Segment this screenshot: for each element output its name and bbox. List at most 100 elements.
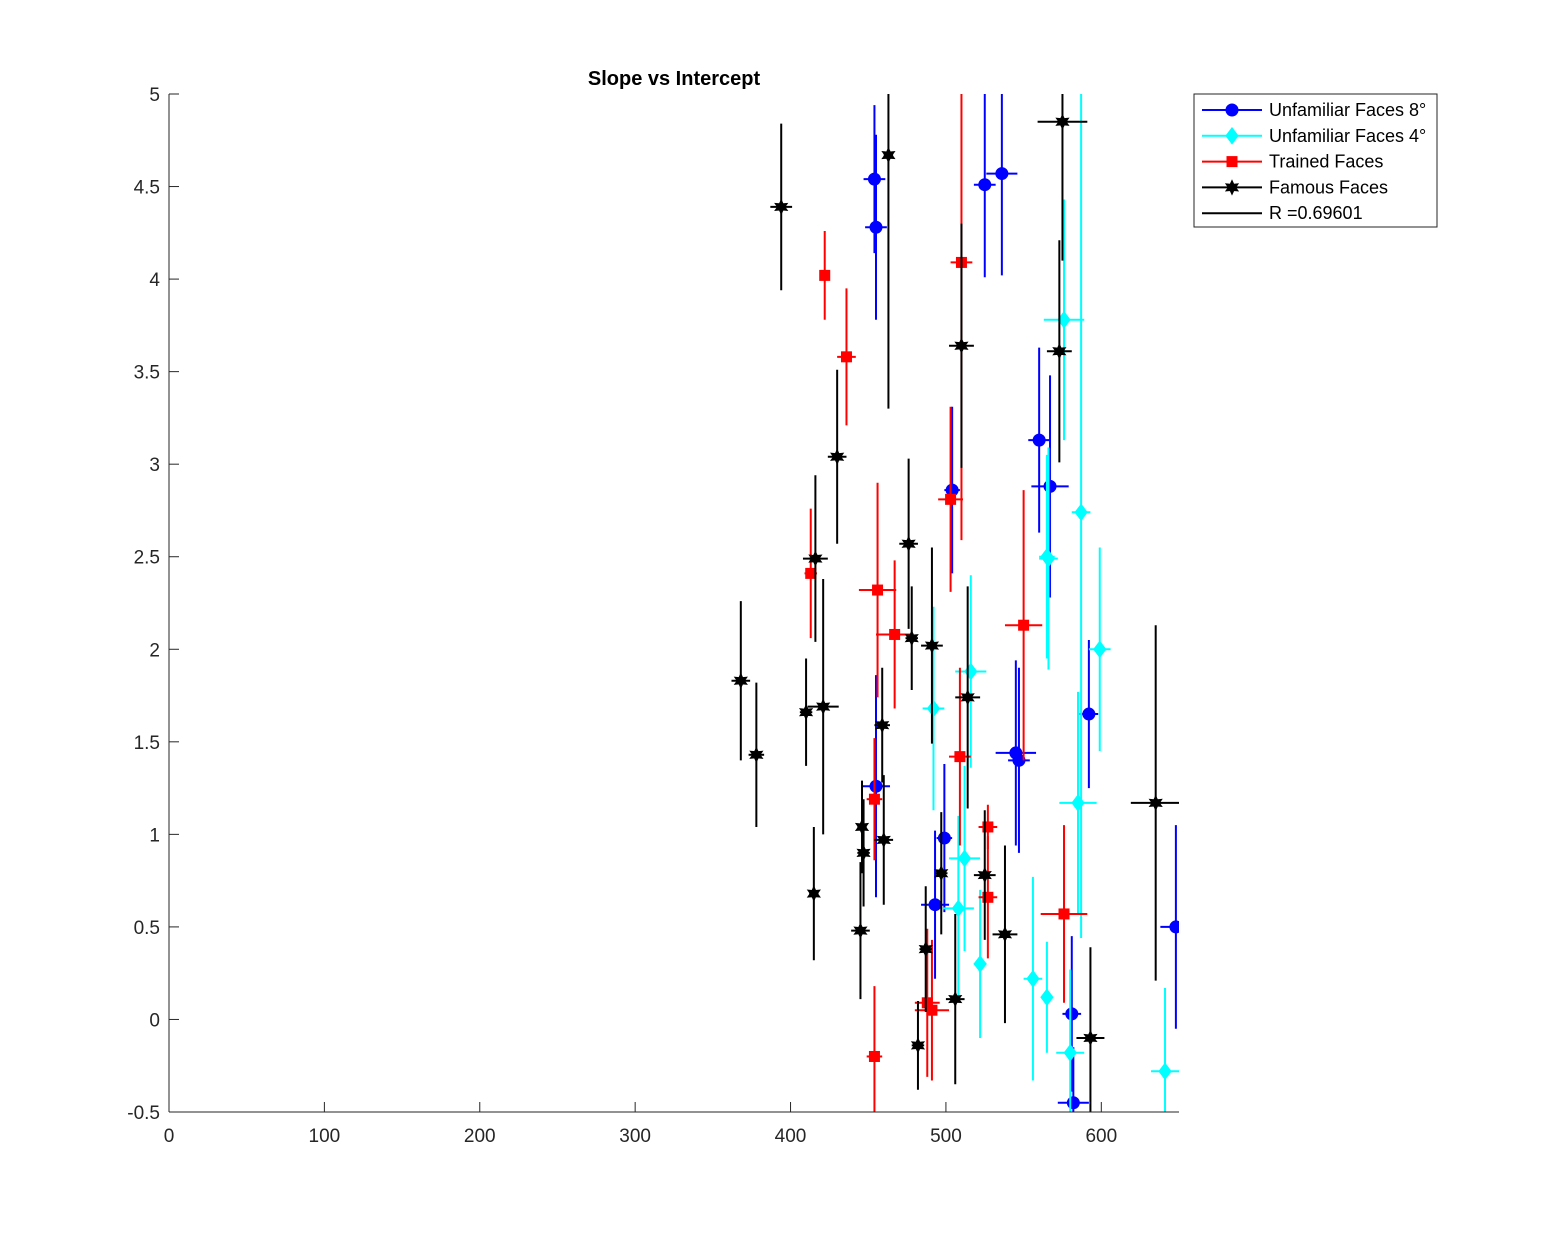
data-point — [1056, 969, 1085, 1112]
y-tick-label: 2.5 — [134, 548, 160, 569]
data-point — [807, 578, 839, 835]
data-point — [827, 369, 847, 544]
point-marker — [951, 899, 965, 918]
legend-marker — [1225, 126, 1239, 145]
data-point — [798, 658, 814, 766]
point-marker — [928, 898, 942, 912]
legend: Unfamiliar Faces 8° Unfamiliar Faces 4° Tr… — [1193, 93, 1438, 228]
legend-label: Unfamiliar Faces 8° — [1269, 100, 1426, 120]
point-marker — [1158, 1062, 1172, 1081]
data-point — [1059, 691, 1097, 914]
data-point — [1076, 947, 1105, 1112]
data-point — [1062, 936, 1082, 1092]
data-point — [1040, 825, 1088, 1003]
x-tick-label: 300 — [619, 1126, 651, 1147]
point-marker — [997, 926, 1013, 943]
data-point — [921, 547, 943, 744]
y-tick-label: 1 — [149, 825, 160, 846]
x-tick-label: 400 — [775, 1126, 807, 1147]
point-marker — [1083, 1029, 1098, 1047]
point-marker — [869, 779, 883, 793]
point-marker — [805, 567, 817, 579]
data-point — [1043, 199, 1085, 441]
series-unfamiliar-faces-4 — [922, 94, 1179, 1112]
legend-entry-unfamiliar-faces-8: Unfamiliar Faces 8° — [1202, 100, 1426, 120]
legend-label: R =0.69601 — [1269, 203, 1363, 223]
data-point — [866, 986, 883, 1112]
data-point — [1088, 547, 1111, 752]
point-marker — [816, 698, 831, 715]
point-marker — [869, 220, 883, 234]
x-tick-label: 500 — [930, 1126, 962, 1147]
data-point — [949, 223, 974, 468]
point-marker — [1169, 920, 1179, 934]
point-marker — [1148, 794, 1163, 812]
data-point — [978, 836, 998, 959]
point-marker — [1093, 640, 1107, 659]
y-tick-label: 5 — [149, 85, 160, 106]
data-point — [922, 606, 945, 811]
data-point — [955, 575, 987, 768]
point-marker — [1058, 908, 1070, 920]
point-marker — [1043, 479, 1057, 493]
x-ticks: 0 100 200 300 400 500 600 — [164, 1102, 1117, 1147]
legend-entry-r-0-69601: R =0.69601 — [1202, 203, 1363, 223]
data-point — [731, 601, 751, 761]
legend-label: Trained Faces — [1269, 152, 1383, 172]
point-marker — [926, 1004, 938, 1016]
legend-marker — [1225, 103, 1239, 117]
data-point — [934, 812, 949, 935]
point-marker — [854, 818, 870, 836]
y-tick-label: 4 — [149, 270, 160, 291]
legend-marker — [1224, 179, 1240, 196]
point-marker — [806, 885, 821, 902]
data-point — [945, 913, 965, 1085]
data-point — [973, 94, 996, 278]
point-marker — [1018, 619, 1030, 631]
data-point — [973, 889, 987, 1038]
data-point — [1079, 640, 1099, 789]
data-point — [899, 458, 918, 629]
point-marker — [973, 955, 987, 973]
point-marker — [1041, 549, 1056, 568]
data-point — [748, 682, 765, 827]
x-tick-label: 0 — [164, 1126, 175, 1147]
y-tick-label: 0.5 — [134, 918, 160, 939]
point-marker — [924, 637, 940, 654]
data-point — [1039, 447, 1058, 670]
point-marker — [918, 940, 933, 958]
y-tick-label: -0.5 — [127, 1103, 160, 1124]
point-marker — [1082, 707, 1096, 721]
data-point — [914, 939, 950, 1081]
point-marker — [945, 493, 957, 505]
point-marker — [868, 1050, 880, 1062]
plot-area — [169, 94, 1179, 1112]
point-marker — [937, 831, 951, 845]
data-point — [770, 123, 793, 291]
point-marker — [856, 844, 871, 862]
point-marker — [1040, 988, 1054, 1007]
series-layer — [731, 94, 1179, 1112]
point-marker — [982, 891, 994, 903]
legend-entry-trained-faces: Trained Faces — [1202, 152, 1383, 172]
series-unfamiliar-faces-8 — [862, 94, 1179, 1112]
point-marker — [830, 448, 845, 465]
y-tick-label: 4.5 — [134, 178, 160, 199]
data-point — [874, 775, 894, 905]
data-point — [881, 94, 896, 409]
point-marker — [1032, 433, 1046, 447]
point-marker — [868, 793, 880, 805]
data-point — [858, 482, 897, 698]
data-point — [856, 799, 871, 907]
data-point — [802, 475, 828, 642]
point-marker — [954, 751, 966, 763]
data-point — [837, 288, 856, 426]
point-marker — [881, 146, 896, 164]
y-tick-label: 3.5 — [134, 363, 160, 384]
legend-entry-famous-faces: Famous Faces — [1202, 177, 1388, 197]
data-point — [955, 586, 981, 809]
point-marker — [867, 172, 881, 186]
y-tick-label: 1.5 — [134, 733, 160, 754]
point-marker — [960, 689, 975, 706]
